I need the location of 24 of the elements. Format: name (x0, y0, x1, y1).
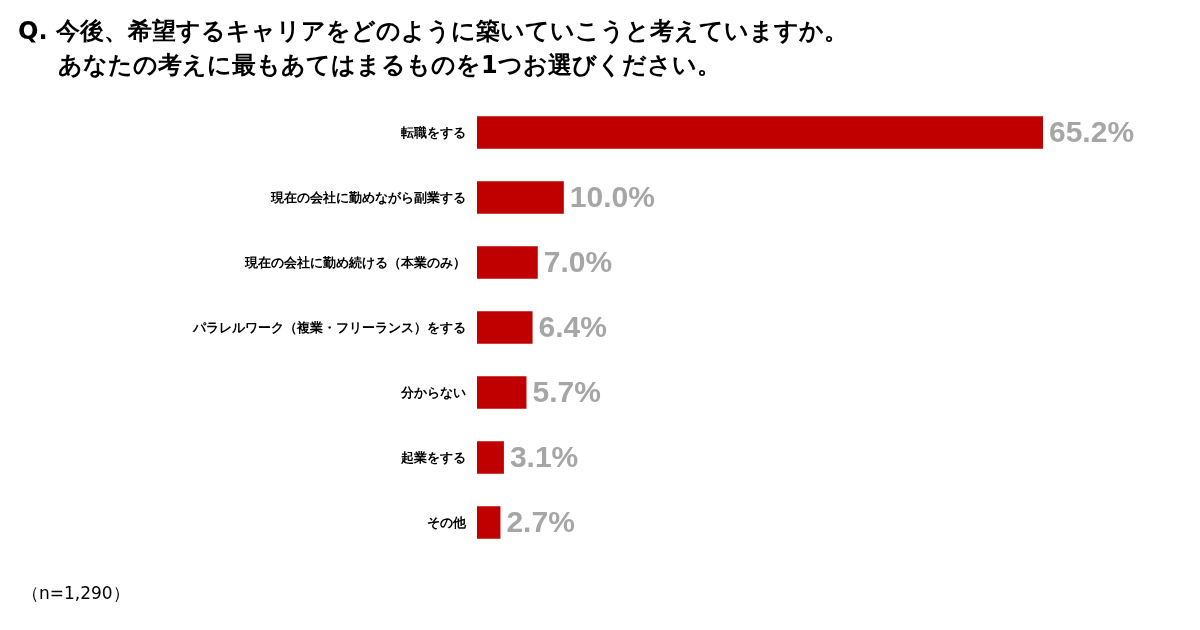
data-label: 6.4% (538, 309, 607, 343)
data-label: 3.1% (509, 439, 579, 473)
bar (477, 376, 527, 409)
data-label: 5.7% (532, 374, 601, 408)
data-label: 10.0% (569, 179, 655, 213)
y-tick-label: 分からない (399, 384, 466, 400)
bar (477, 116, 1043, 149)
data-label: 2.7% (506, 504, 575, 538)
data-label: 7.0% (543, 244, 613, 278)
y-tick-label: その他 (426, 514, 467, 530)
y-tick-label: 現在の会社に勤め続ける（本業のみ） (243, 254, 466, 270)
y-tick-label: パラレルワーク（複業・フリーランス）をする (191, 319, 466, 335)
y-tick-label: 起業をする (399, 449, 466, 465)
y-tick-label: 転職をする (399, 124, 466, 140)
bar (477, 506, 501, 539)
text: （n=1,290） (22, 582, 130, 605)
chart-title: Q. 今後、希望するキャリアをどのように築いていこうと考えていますか。 (18, 16, 848, 47)
bar (477, 441, 504, 474)
data-label: 65.2% (1049, 114, 1135, 148)
y-tick-label: 現在の会社に勤めながら副業する (269, 189, 466, 205)
bar (477, 181, 564, 214)
chart-subtitle: あなたの考えに最もあてはまるものを1つお選びください。 (57, 50, 722, 81)
bar (477, 246, 538, 279)
bar (477, 311, 533, 344)
